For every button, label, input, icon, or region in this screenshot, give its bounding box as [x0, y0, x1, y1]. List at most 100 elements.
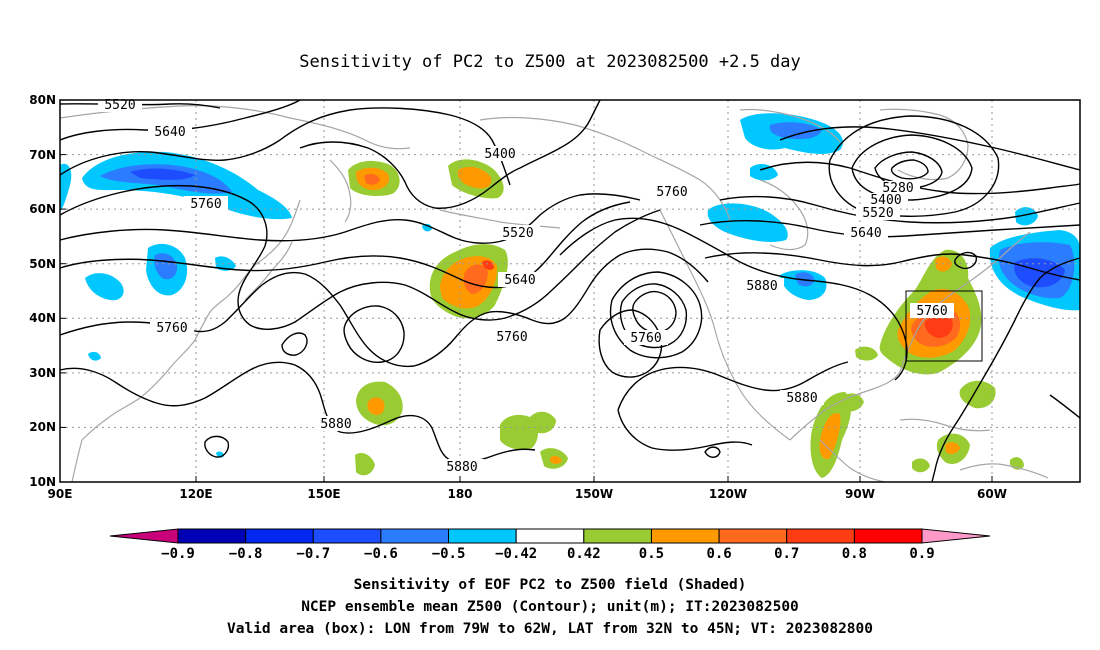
shade-caribbean-4	[912, 458, 930, 473]
colorbar-tick-label: 0.6	[706, 546, 731, 562]
shade-caribbean-3	[945, 442, 960, 455]
contour-label: 5640	[504, 273, 535, 288]
shade-left-edge	[60, 163, 72, 212]
contour-small-loop	[704, 446, 721, 458]
contour-label: 5760	[190, 197, 221, 212]
contour-north-atl-3	[719, 195, 1081, 224]
contour-polar-inner	[890, 159, 929, 180]
contour-5760-west	[59, 107, 511, 186]
lat-label: 60N	[29, 202, 56, 216]
lat-label: 80N	[29, 93, 56, 107]
coast-indochina	[71, 439, 83, 483]
colorbar-tick-label: −0.8	[229, 546, 263, 562]
shade-dateline-green	[500, 414, 538, 450]
contour-5640-center	[59, 201, 631, 289]
coast-central-america	[819, 439, 886, 483]
lon-label: 150W	[575, 487, 613, 501]
contour-north-atl-2	[759, 161, 1081, 195]
coast-gulf	[789, 371, 901, 441]
shade-florida-green	[855, 346, 878, 361]
colorbar-swatch	[245, 528, 314, 544]
shade-eastcoast-red	[924, 314, 953, 338]
shade-dateline-3-orange	[550, 455, 562, 464]
shade-korea	[215, 256, 236, 271]
contour-5400-center	[299, 99, 601, 209]
colorbar	[109, 528, 991, 544]
contour-label: 5880	[786, 391, 817, 406]
coast-greenland	[879, 108, 969, 181]
contour-label: 5760	[496, 330, 527, 345]
caption-line-1: Sensitivity of EOF PC2 to Z500 field (Sh…	[354, 577, 747, 593]
contour-label: 5640	[154, 125, 185, 140]
axis-ticks	[59, 99, 993, 483]
shade-arctic-mid	[769, 122, 822, 140]
colorbar-tick-label: 0.9	[909, 546, 934, 562]
lat-label: 20N	[29, 420, 56, 434]
map-border	[59, 99, 1081, 483]
contour-label: 5760	[656, 185, 687, 200]
map-title: Sensitivity of PC2 to Z500 at 2023082500…	[299, 52, 801, 72]
contour-label: 5760	[156, 321, 187, 336]
coast-china	[81, 367, 171, 441]
colorbar-tick-label: −0.6	[364, 546, 398, 562]
contour-north-atl-5	[704, 252, 1081, 281]
shade-wp-orange	[367, 397, 385, 416]
shade-tiny-blue	[422, 223, 432, 232]
lat-label: 10N	[29, 475, 56, 489]
lat-labels: 80N 70N 60N 50N 40N 30N 20N 10N	[29, 93, 56, 489]
shade-wp-south	[355, 453, 375, 476]
lon-label: 60W	[977, 487, 1007, 501]
shade-kamchatka-red	[364, 173, 380, 185]
colorbar-swatch	[853, 528, 923, 544]
colorbar-tick-label: −0.5	[432, 546, 466, 562]
coastlines	[59, 105, 1049, 483]
contour-label: 5520	[104, 98, 135, 113]
contour-atl-trough	[931, 257, 1081, 483]
colorbar-swatch	[515, 528, 585, 544]
lat-label: 30N	[29, 366, 56, 380]
contour-5880-west	[59, 184, 661, 330]
shade-pacific-red	[482, 260, 494, 270]
colorbar-tick-label: −0.7	[296, 546, 330, 562]
contour-label: 5520	[502, 226, 533, 241]
colorbar-tick-label: 0.8	[842, 546, 867, 562]
shade-china-mid	[154, 253, 178, 280]
caption-line-2: NCEP ensemble mean Z500 (Contour); unit(…	[301, 599, 799, 615]
coast-sa-north	[959, 463, 1049, 479]
contour-north-atl-4	[699, 220, 1081, 238]
lat-label: 50N	[29, 257, 56, 271]
coast-asia-east	[169, 199, 301, 369]
contour-label: 5400	[484, 147, 515, 162]
coast-aleutian	[439, 209, 561, 229]
contour-label: 5520	[862, 206, 893, 221]
shade-atlantic-north	[1015, 207, 1038, 226]
contour-5880-mid	[598, 309, 663, 378]
contour-5520-north	[59, 103, 221, 109]
contour-sa-5880	[1049, 394, 1081, 419]
colorbar-swatch	[650, 528, 720, 544]
contour-5880-east	[559, 217, 908, 381]
colorbar-high-triangle	[921, 528, 991, 544]
colorbar-tick-label: 0.7	[774, 546, 799, 562]
contour-5880-loop	[281, 332, 308, 356]
colorbar-tick-label: −0.9	[161, 546, 195, 562]
contour-label: 5280	[882, 181, 913, 196]
coast-na-west	[659, 209, 791, 441]
shade-gulf-green	[840, 393, 864, 412]
valid-area-box	[905, 290, 983, 362]
colorbar-swatch	[718, 528, 788, 544]
coast-arctic-islands	[739, 108, 841, 143]
colorbar-swatch	[583, 528, 652, 544]
lat-label: 70N	[29, 148, 56, 162]
coast-na-east	[899, 231, 1031, 373]
contour-label: 5400	[870, 193, 901, 208]
shade-caribbean-green	[959, 380, 996, 409]
lon-labels: 90E 120E 150E 180 150W 120W 90W 60W	[48, 487, 1007, 501]
colorbar-swatch	[380, 528, 450, 544]
shade-siberia-dark	[130, 168, 195, 180]
colorbar-swatch	[177, 528, 247, 544]
shade-tibet	[88, 351, 101, 361]
shade-china-west	[85, 273, 124, 301]
contour-5760-mid	[59, 248, 709, 368]
contour-north-atl-1	[779, 126, 1081, 171]
